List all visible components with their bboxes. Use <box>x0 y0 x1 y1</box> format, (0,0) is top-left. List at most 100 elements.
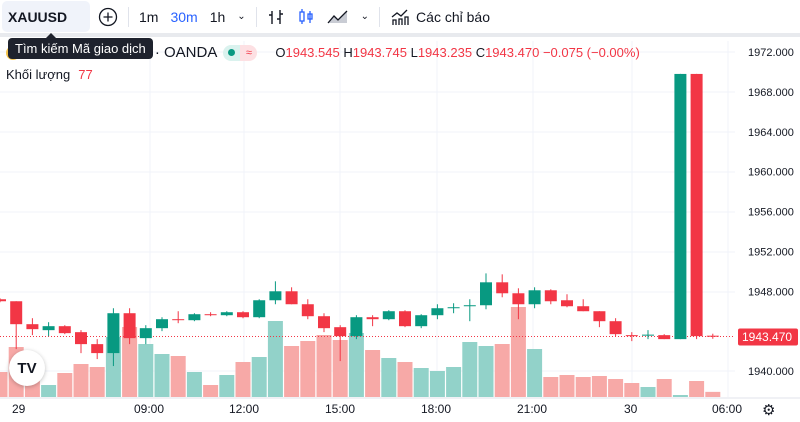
interval-1h[interactable]: 1h <box>209 8 226 25</box>
interval-1m[interactable]: 1m <box>139 8 159 25</box>
candle-body <box>253 300 266 318</box>
time-tick-label: 09:00 <box>134 402 164 416</box>
volume-bar <box>267 321 283 397</box>
chart-settings-button[interactable]: ⚙ <box>762 401 775 419</box>
open-label: O <box>275 45 286 60</box>
volume-legend: Khối lượng 77 <box>6 67 93 82</box>
volume-bar <box>705 391 721 397</box>
time-tick-label: 12:00 <box>229 402 259 416</box>
price-tick-label: 1968.000 <box>748 87 794 99</box>
candle-body <box>674 73 687 340</box>
series-legend: 30 · OANDA ≈ O1943.545 H1943.745 L1943.2… <box>6 44 640 61</box>
divider <box>128 6 129 27</box>
settings-gear-icon: ⚙ <box>762 402 776 419</box>
volume-bar <box>446 367 462 397</box>
volume-bar <box>348 333 364 397</box>
volume-bar <box>494 344 510 397</box>
candle-body <box>26 324 39 330</box>
area-chart-type-button[interactable] <box>321 2 355 32</box>
candle-body <box>269 291 282 301</box>
volume-bar <box>316 335 332 397</box>
candle-body <box>188 314 201 321</box>
time-tick-label: 30 <box>624 402 638 416</box>
delayed-data-icon: ≈ <box>240 44 258 61</box>
high-value: 1943.745 <box>352 45 407 60</box>
open-value: 1943.545 <box>285 45 340 60</box>
volume-bar <box>203 385 219 397</box>
volume-bar <box>0 372 8 397</box>
volume-bar <box>689 381 705 397</box>
interval-dropdown[interactable]: ⌄ <box>231 2 251 32</box>
volume-bar <box>624 383 640 397</box>
candle-body <box>0 299 6 302</box>
volume-bar <box>672 395 688 397</box>
volume-bar <box>510 307 526 397</box>
time-tick-label: 18:00 <box>421 402 451 416</box>
divider <box>255 6 257 27</box>
chevron-down-icon: ⌄ <box>237 11 246 22</box>
indicators-button[interactable]: Các chỉ báo <box>384 2 496 32</box>
volume-bar <box>478 346 494 397</box>
volume-value: 77 <box>78 67 93 82</box>
volume-bar <box>235 362 251 397</box>
time-tick-label: 15:00 <box>325 402 355 416</box>
candle-body <box>75 332 87 345</box>
volume-bar <box>543 377 559 397</box>
time-tick-label: 21:00 <box>517 402 547 416</box>
volume-bar <box>251 357 267 397</box>
symbol-search-button[interactable]: XAUUSD <box>2 1 90 32</box>
candle-body <box>593 311 606 322</box>
market-status-badge[interactable]: ≈ <box>223 44 258 61</box>
candle-body <box>447 307 460 309</box>
volume-bar <box>122 327 138 397</box>
candle-body <box>285 291 298 305</box>
volume-bar <box>608 379 624 397</box>
volume-bar <box>219 375 235 397</box>
indicators-label: Các chỉ báo <box>416 8 490 25</box>
symbol-search-tooltip: Tìm kiếm Mã giao dịch <box>8 33 153 59</box>
volume-bar <box>73 364 89 397</box>
volume-bar <box>640 387 656 397</box>
time-tick-label: 06:00 <box>712 402 742 416</box>
volume-bar <box>154 354 170 397</box>
chevron-down-icon: ⌄ <box>360 11 370 22</box>
price-tick-label: 1964.000 <box>748 127 794 139</box>
interval-30m[interactable]: 30m <box>170 8 198 25</box>
candle-body <box>463 305 476 307</box>
volume-label[interactable]: Khối lượng <box>6 67 71 82</box>
volume-bar <box>429 371 445 397</box>
candle-body <box>91 344 104 354</box>
price-tick-label: 1972.000 <box>748 47 794 59</box>
volume-bar <box>365 350 381 397</box>
volume-bar <box>397 362 413 397</box>
price-chart[interactable]: 1972.000 1968.000 1964.000 1960.000 1956.000… <box>0 41 800 422</box>
candle-body <box>237 312 249 318</box>
bar-chart-type-button[interactable] <box>261 2 291 32</box>
candle-body <box>172 319 185 321</box>
volume-bar <box>575 377 591 397</box>
candle-body <box>399 311 411 327</box>
candle-body <box>706 335 719 337</box>
candle-body <box>58 326 71 334</box>
candle-body <box>156 319 168 329</box>
close-label: C <box>475 45 486 60</box>
compare-add-symbol-button[interactable] <box>92 2 124 32</box>
price-tick-label: 1948.000 <box>748 286 794 298</box>
candle-body <box>528 290 541 305</box>
candle-body <box>107 313 120 354</box>
tradingview-logo[interactable]: TV <box>9 350 45 386</box>
volume-bar <box>41 385 57 397</box>
candle-body <box>204 314 217 316</box>
candle-body <box>431 308 444 316</box>
volume-bar <box>284 346 300 397</box>
candle-body <box>220 312 233 316</box>
price-tick-label: 1952.000 <box>748 246 794 258</box>
ohlc-values: O1943.545 H1943.745 L1943.235 C1943.470 … <box>275 45 639 60</box>
candles-chart-type-button[interactable] <box>291 2 321 32</box>
candle-body <box>690 73 703 337</box>
time-tick-label: 29 <box>12 402 26 416</box>
candle-body <box>350 317 363 337</box>
candle-body <box>139 328 152 339</box>
chart-type-dropdown[interactable]: ⌄ <box>355 2 375 32</box>
legend-title[interactable]: 30 · OANDA <box>134 44 218 61</box>
